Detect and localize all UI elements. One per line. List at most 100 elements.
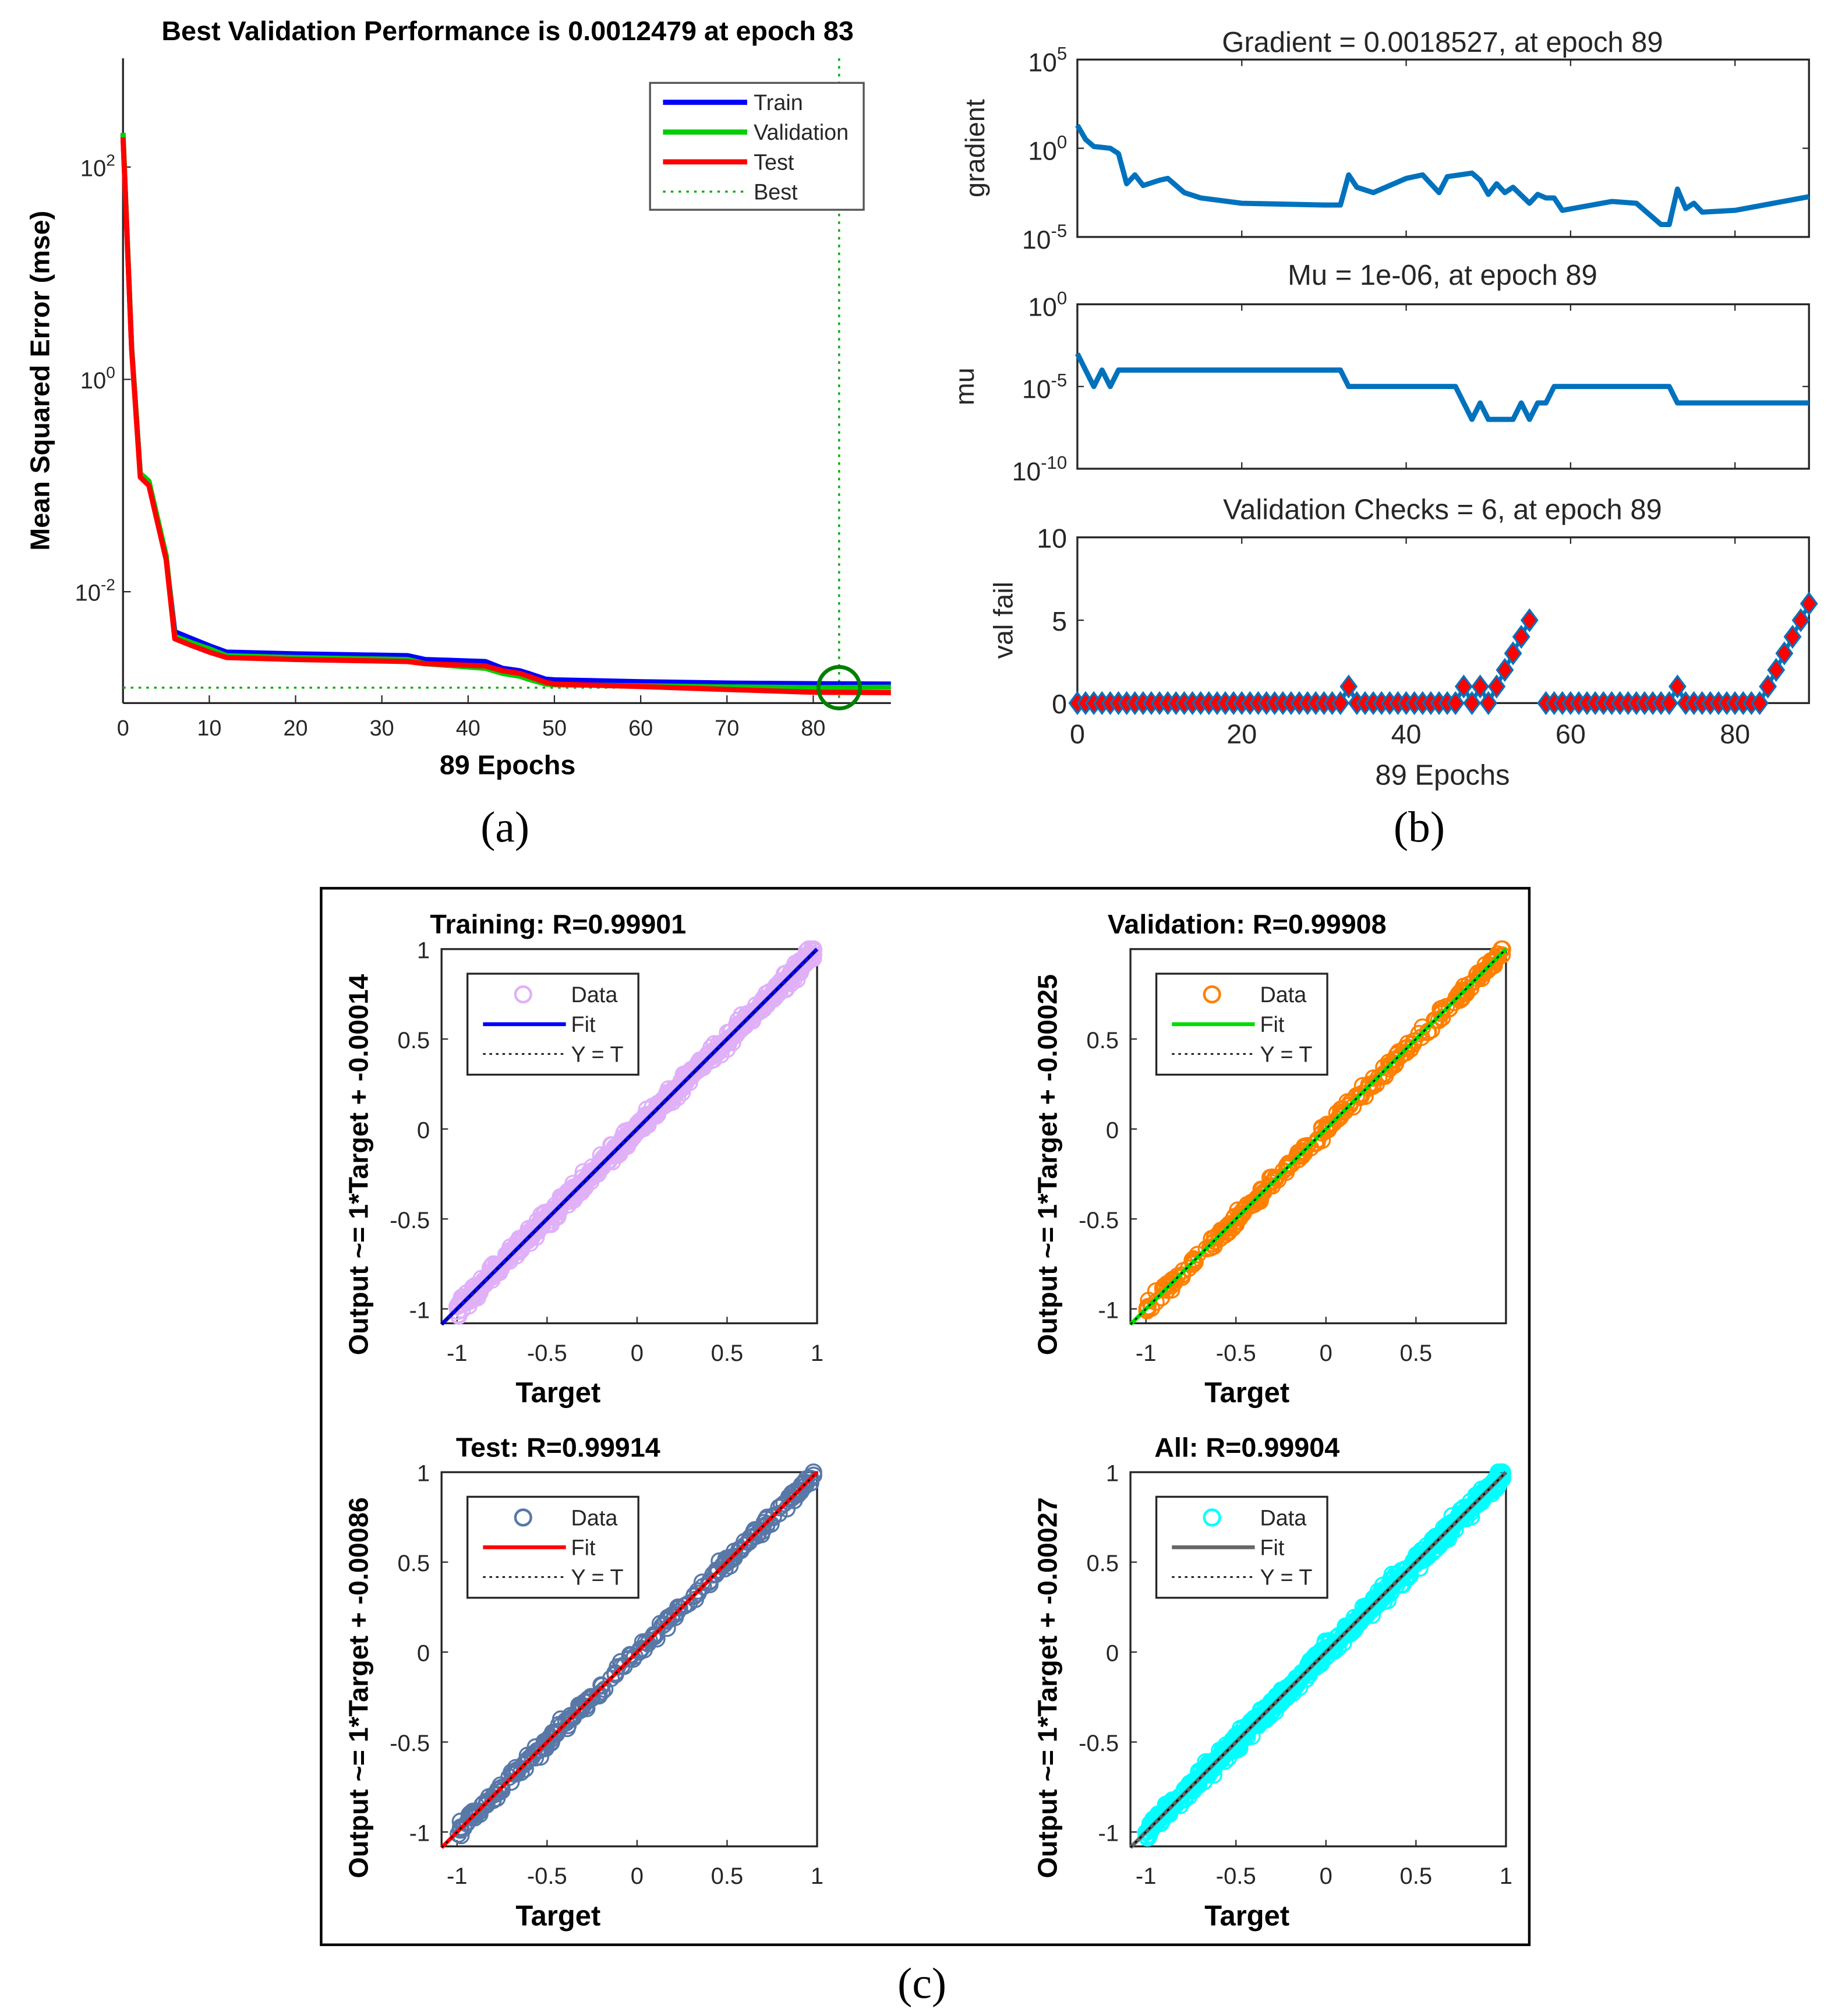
- validation-checks-subplot: Validation Checks = 6, at epoch 89 val fa…: [988, 494, 1818, 791]
- val-fail-marker: [1471, 674, 1490, 699]
- series-validation: [120, 132, 891, 691]
- x-tick-label: 80: [1720, 719, 1750, 749]
- x-tick-label: 50: [542, 716, 567, 741]
- x-tick-label: 1: [811, 1341, 823, 1366]
- x-tick-label: 40: [456, 716, 480, 741]
- regression-test-subplot: -1 -0.5 0 0.5 1 1 0.5 0 -0.5 -1 Test: R=0.99914 Tar…: [343, 1432, 823, 1932]
- x-tick-label: 1: [1500, 1863, 1512, 1889]
- data-point: [1377, 1584, 1395, 1603]
- y-tick-label: 100: [1028, 132, 1067, 166]
- y-tick-label: -0.5: [390, 1208, 430, 1233]
- data-point: [559, 1717, 577, 1735]
- data-point: [552, 1717, 570, 1735]
- y-tick-label-exp: 0: [1057, 132, 1067, 153]
- data-point: [1197, 1240, 1215, 1258]
- data-point: [478, 1795, 496, 1813]
- data-point: [1213, 1223, 1231, 1242]
- legend-label: Fit: [1260, 1536, 1284, 1560]
- val-fail-marker: [1463, 691, 1481, 715]
- data-point: [1168, 1267, 1186, 1285]
- x-tick-label: 0.5: [1400, 1863, 1433, 1889]
- data-point: [519, 1230, 538, 1248]
- data-point: [1477, 1484, 1495, 1502]
- data-point: [755, 1513, 773, 1532]
- data-point: [1245, 1193, 1263, 1211]
- data-point: [1165, 1271, 1183, 1289]
- x-tick-label: 0.5: [711, 1341, 744, 1366]
- y-tick-label-exp: -5: [1051, 221, 1067, 241]
- x-tick-label: 1: [811, 1863, 823, 1889]
- data-point: [1336, 1625, 1354, 1643]
- data-point: [1387, 1050, 1405, 1068]
- data-point: [451, 1821, 469, 1839]
- subplot-title: Mu = 1e-06, at epoch 89: [1288, 260, 1597, 291]
- y-tick-label: 0: [417, 1641, 430, 1667]
- training-state-plots: Gradient = 0.0018527, at epoch 89 gradien…: [949, 27, 1818, 791]
- val-fail-marker: [1783, 624, 1802, 649]
- y-tick-label: 105: [1028, 43, 1067, 77]
- data-point: [1333, 1103, 1351, 1121]
- data-point: [1302, 1139, 1320, 1157]
- legend-label: Data: [1260, 983, 1307, 1007]
- y-tick-label: 0: [417, 1117, 430, 1143]
- legend-label: Y = T: [1260, 1042, 1312, 1067]
- data-point: [1196, 1765, 1214, 1783]
- data-point: [636, 1114, 654, 1132]
- val-fail-marker: [1791, 608, 1810, 632]
- y-tick-label: 0.5: [1086, 1028, 1119, 1053]
- legend-label: Test: [754, 150, 794, 175]
- y-tick-label: 0.5: [398, 1028, 430, 1053]
- data-point: [712, 1039, 730, 1057]
- data-point: [605, 1141, 623, 1159]
- y-tick-label-exp: 5: [1057, 43, 1067, 63]
- val-fail-marker: [1767, 657, 1786, 682]
- x-tick-label: -0.5: [527, 1341, 567, 1366]
- data-point: [520, 1749, 538, 1767]
- x-tick-label: 0: [1070, 719, 1085, 749]
- y-tick-label: -1: [409, 1297, 430, 1323]
- legend-data-marker: [1203, 985, 1221, 1004]
- data-point: [533, 1739, 552, 1757]
- data-point: [611, 1137, 629, 1155]
- data-point: [591, 1156, 609, 1175]
- y-tick-label: 5: [1052, 606, 1067, 636]
- regression-training-subplot: -1 -0.5 0 0.5 1 1 0.5 0 -0.5 -1 Training: R=0.9990…: [343, 909, 823, 1409]
- y-axis-label: Output ~= 1*Target + -0.00086: [343, 1497, 373, 1878]
- data-point: [1433, 999, 1451, 1017]
- data-point: [478, 1270, 496, 1288]
- data-point: [1273, 1684, 1291, 1702]
- data-point: [1432, 1532, 1450, 1550]
- legend-label: Validation: [754, 121, 849, 145]
- y-tick-label: 100: [1028, 288, 1067, 322]
- identity-line: [1130, 1472, 1507, 1848]
- data-point: [449, 1297, 467, 1315]
- val-fail-marker: [1668, 674, 1687, 699]
- data-point: [726, 1542, 744, 1560]
- val-fail-marker: [1660, 691, 1678, 715]
- axes-box: [1076, 536, 1810, 705]
- data-point: [1464, 1497, 1482, 1515]
- regression-plots: -1 -0.5 0 0.5 1 1 0.5 0 -0.5 -1 Training: R=0.9990…: [343, 909, 1512, 1932]
- caption-b: (b): [1394, 803, 1445, 851]
- data-point: [1440, 1000, 1458, 1018]
- y-axis-label: gradient: [960, 99, 990, 197]
- data-point: [549, 1202, 567, 1221]
- data-point: [454, 1291, 472, 1309]
- y-tick-label: -1: [409, 1821, 430, 1847]
- legend-label: Fit: [1260, 1013, 1284, 1037]
- data-point: [1154, 1281, 1172, 1299]
- legend: Data Fit Y = T: [1155, 1495, 1328, 1599]
- x-tick-label: 30: [370, 716, 394, 741]
- data-point: [1256, 1705, 1274, 1723]
- data-point: [572, 1701, 590, 1719]
- legend-data-marker: [514, 985, 532, 1004]
- legend-label: Data: [571, 983, 618, 1007]
- legend-data-marker: [514, 1508, 532, 1527]
- y-tick-label: -0.5: [1079, 1208, 1119, 1233]
- data-point: [1199, 1762, 1217, 1780]
- x-tick-label: -0.5: [527, 1863, 567, 1889]
- y-tick-label: 0: [1106, 1641, 1119, 1667]
- x-tick-label: 20: [1226, 719, 1257, 749]
- y-tick-label: 10-5: [1022, 221, 1067, 254]
- data-point: [1171, 1787, 1189, 1806]
